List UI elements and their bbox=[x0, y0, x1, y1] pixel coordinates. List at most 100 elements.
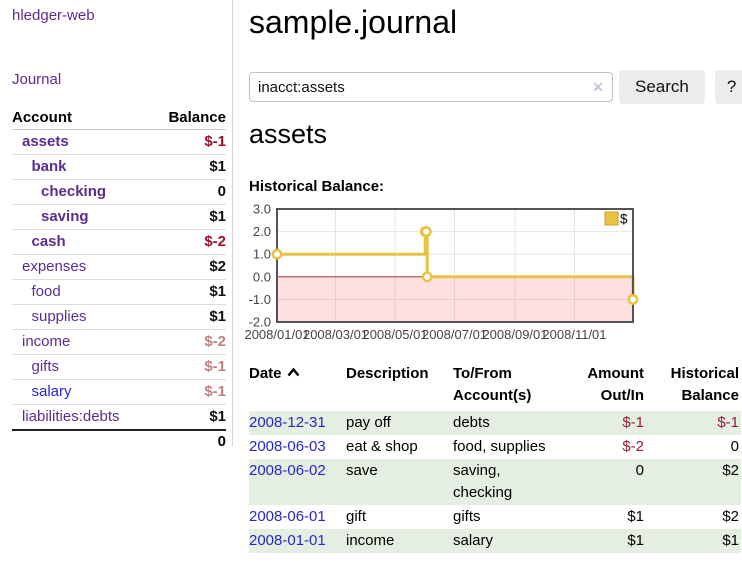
transaction-accounts: gifts bbox=[453, 508, 481, 525]
account-heading: assets bbox=[249, 119, 328, 149]
column-header-label: Historical bbox=[670, 365, 739, 382]
transaction-amount: $1 bbox=[627, 508, 644, 525]
accounts-column-account: Account bbox=[12, 109, 72, 126]
transaction-amount: $-1 bbox=[622, 414, 644, 431]
transaction-accounts: salary bbox=[453, 532, 494, 549]
transaction-accounts: saving, checking bbox=[453, 462, 513, 501]
sidebar-account-row: saving $1 bbox=[12, 205, 226, 230]
register-column-header: Amount Out/In bbox=[559, 361, 644, 411]
register-header-row: Date Description To/From Account(s) Amount Ou… bbox=[249, 361, 741, 411]
sidebar-account-row: cash $-2 bbox=[12, 230, 226, 255]
sidebar-account-row: expenses $2 bbox=[12, 255, 226, 280]
transaction-row: 2008-06-01 gift gifts $1 $2 bbox=[249, 505, 741, 529]
account-balance: $2 bbox=[209, 258, 226, 275]
transaction-row: 2008-06-02 save saving, checking 0 $2 bbox=[249, 459, 741, 505]
transaction-date-cell: 2008-06-03 bbox=[249, 435, 346, 459]
sidebar-account-link[interactable]: bank bbox=[31, 158, 67, 175]
register-column-header: Historical Balance bbox=[644, 361, 741, 411]
accounts-list: assets $-1 bank $1 checking 0 saving $1 cash $-2 e… bbox=[12, 130, 226, 429]
brand-link[interactable]: hledger-web bbox=[12, 7, 95, 24]
transaction-accounts: food, supplies bbox=[453, 438, 546, 455]
sidebar-account-row: supplies $1 bbox=[12, 305, 226, 330]
svg-text:2008/03/01: 2008/03/01 bbox=[303, 327, 368, 342]
account-balance: $1 bbox=[209, 208, 226, 225]
help-button[interactable]: ? bbox=[714, 70, 742, 104]
transaction-description: gift bbox=[346, 508, 367, 525]
sidebar-account-link[interactable]: food bbox=[31, 283, 61, 300]
svg-text:$: $ bbox=[620, 212, 628, 227]
account-balance: $1 bbox=[209, 308, 226, 325]
transaction-amount: 0 bbox=[635, 462, 644, 479]
chart-title: Historical Balance: bbox=[249, 178, 385, 195]
transaction-balance: $2 bbox=[722, 462, 739, 479]
svg-text:1.0: 1.0 bbox=[253, 247, 271, 262]
transaction-balance: $1 bbox=[722, 532, 739, 549]
clear-search-icon[interactable]: ✕ bbox=[592, 79, 604, 95]
column-header-label[interactable]: Date bbox=[249, 365, 282, 382]
transaction-description: pay off bbox=[346, 414, 391, 431]
transaction-description: income bbox=[346, 532, 395, 549]
transaction-accounts: debts bbox=[453, 414, 490, 431]
register-table: Date Description To/From Account(s) Amount Ou… bbox=[249, 361, 741, 553]
search-button[interactable]: Search bbox=[619, 70, 705, 104]
sidebar-account-link[interactable]: assets bbox=[22, 133, 69, 150]
sidebar-account-link[interactable]: expenses bbox=[22, 258, 87, 275]
account-balance: $-2 bbox=[204, 233, 226, 250]
transaction-date-cell: 2008-01-01 bbox=[249, 529, 346, 553]
sidebar-account-link[interactable]: supplies bbox=[31, 308, 87, 325]
sidebar-account-row: checking 0 bbox=[12, 180, 226, 205]
sidebar-item-journal[interactable]: Journal bbox=[12, 71, 62, 88]
sidebar-account-link[interactable]: salary bbox=[31, 383, 72, 400]
sidebar-account-row: food $1 bbox=[12, 280, 226, 305]
account-balance: 0 bbox=[217, 183, 226, 200]
page-title: sample.journal bbox=[249, 4, 458, 40]
transaction-row: 2008-01-01 income salary $1 $1 bbox=[249, 529, 741, 553]
transaction-description: eat & shop bbox=[346, 438, 418, 455]
column-header-label: Balance bbox=[681, 387, 739, 404]
transaction-date-link[interactable]: 2008-06-01 bbox=[249, 508, 326, 525]
column-header-label: To/From bbox=[453, 365, 512, 382]
svg-text:2008/05/01: 2008/05/01 bbox=[362, 327, 427, 342]
transaction-date-cell: 2008-06-02 bbox=[249, 459, 346, 505]
sidebar-account-link[interactable]: gifts bbox=[31, 358, 60, 375]
sidebar-account-link[interactable]: cash bbox=[31, 233, 66, 250]
column-header-label: Out/In bbox=[600, 387, 644, 404]
register-column-header[interactable]: Date bbox=[249, 361, 346, 411]
transaction-balance: $-1 bbox=[717, 414, 739, 431]
sidebar-account-link[interactable]: saving bbox=[41, 208, 89, 225]
transaction-date-cell: 2008-06-01 bbox=[249, 505, 346, 529]
svg-text:-2.0: -2.0 bbox=[249, 315, 271, 330]
transaction-date-link[interactable]: 2008-06-02 bbox=[249, 462, 326, 479]
account-balance: $-1 bbox=[204, 383, 226, 400]
transaction-description: save bbox=[346, 462, 378, 479]
column-header-label: Description bbox=[346, 365, 429, 382]
transaction-row: 2008-06-03 eat & shop food, supplies $-2 0 bbox=[249, 435, 741, 459]
account-balance: $1 bbox=[209, 408, 226, 425]
svg-text:2008/07/01: 2008/07/01 bbox=[422, 327, 487, 342]
sidebar-account-link[interactable]: checking bbox=[41, 183, 107, 200]
transaction-date-link[interactable]: 2008-12-31 bbox=[249, 414, 326, 431]
account-balance: $1 bbox=[209, 283, 226, 300]
svg-text:3.0: 3.0 bbox=[253, 202, 271, 217]
sidebar-account-row: assets $-1 bbox=[12, 130, 226, 155]
transaction-amount: $1 bbox=[627, 532, 644, 549]
svg-text:2008/09/01: 2008/09/01 bbox=[482, 327, 547, 342]
column-header-label: Account(s) bbox=[453, 387, 532, 404]
account-balance: $-1 bbox=[204, 133, 226, 150]
transaction-date-link[interactable]: 2008-01-01 bbox=[249, 532, 326, 549]
svg-text:0.0: 0.0 bbox=[253, 269, 271, 284]
sidebar-account-link[interactable]: income bbox=[22, 333, 71, 350]
account-balance: $-1 bbox=[204, 358, 226, 375]
register-column-header: To/From Account(s) bbox=[453, 361, 559, 411]
search-form: ✕ Search ? bbox=[249, 70, 742, 104]
account-balance: $1 bbox=[209, 158, 226, 175]
sidebar: hledger-web Journal Account Balance asse… bbox=[0, 0, 233, 450]
search-input[interactable] bbox=[249, 72, 613, 102]
sidebar-account-row: liabilities:debts $1 bbox=[12, 405, 226, 429]
accounts-total-row: 0 bbox=[12, 429, 226, 452]
svg-text:2008/11/01: 2008/11/01 bbox=[542, 327, 606, 342]
sidebar-account-link[interactable]: liabilities:debts bbox=[22, 408, 120, 425]
account-balance: $-2 bbox=[204, 333, 226, 350]
search-box: ✕ bbox=[249, 72, 613, 102]
transaction-date-link[interactable]: 2008-06-03 bbox=[249, 438, 326, 455]
